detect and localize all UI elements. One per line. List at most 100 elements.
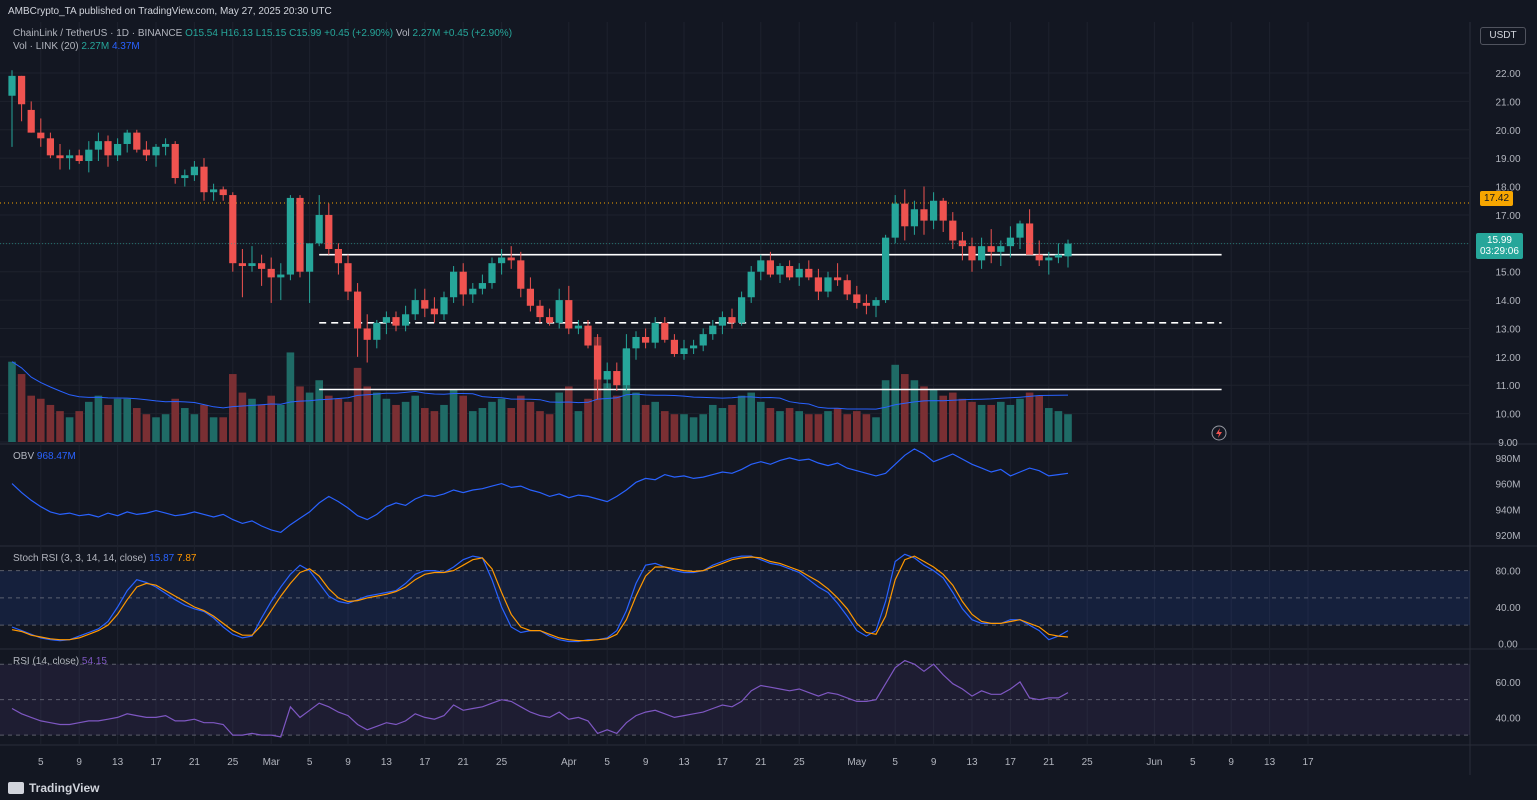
candle-body bbox=[862, 302, 870, 306]
candle-body bbox=[162, 143, 170, 147]
volume-bar bbox=[517, 395, 525, 442]
volume-bar bbox=[987, 404, 995, 442]
volume-bar bbox=[824, 411, 832, 442]
volume-bar bbox=[977, 404, 986, 442]
x-tick-label: 17 bbox=[1005, 757, 1017, 768]
volume-bar bbox=[920, 386, 928, 442]
x-tick-label: 9 bbox=[345, 757, 351, 768]
volume-bar bbox=[574, 411, 583, 442]
volume-bar bbox=[469, 411, 477, 442]
volume-bar bbox=[334, 398, 343, 442]
candle-body bbox=[238, 263, 246, 267]
volume-bar bbox=[133, 408, 141, 442]
volume-bar bbox=[8, 361, 16, 442]
tradingview-logo[interactable]: TradingView bbox=[8, 781, 99, 795]
candle-body bbox=[450, 271, 458, 298]
candle-body bbox=[373, 322, 381, 340]
volume-bar bbox=[603, 383, 611, 442]
candle-body bbox=[699, 334, 707, 346]
x-tick-label: 9 bbox=[1228, 757, 1234, 768]
candle-body bbox=[114, 143, 122, 156]
candle-body bbox=[123, 132, 131, 144]
stoch-legend: Stoch RSI (3, 3, 14, 14, close) 15.87 7.… bbox=[13, 553, 196, 564]
candle-body bbox=[651, 322, 659, 343]
volume-bar bbox=[507, 408, 515, 442]
last-price-value: 15.99 bbox=[1486, 235, 1512, 246]
candle-body bbox=[315, 214, 323, 244]
x-tick-label: 17 bbox=[1302, 757, 1314, 768]
candle-body bbox=[219, 189, 227, 196]
price-axis-label: 13.00 bbox=[1495, 324, 1520, 335]
volume-bar bbox=[171, 398, 179, 442]
stoch-axis-label: 0.00 bbox=[1498, 639, 1518, 650]
volume-bar bbox=[709, 404, 717, 442]
x-tick-label: 9 bbox=[643, 757, 649, 768]
chart-svg[interactable]: 5 9 13 17 21 25 Mar 5 9 13 17 21 25 Apr 5 9 13 17 21 25 May 5… bbox=[0, 22, 1537, 775]
volume-bar bbox=[113, 398, 122, 442]
candle-body bbox=[382, 317, 390, 323]
rsi-axis-label: 40.00 bbox=[1495, 713, 1520, 724]
vol-value: 2.27M +0.45 (+2.90%) bbox=[412, 28, 513, 39]
volume-bar bbox=[1054, 411, 1063, 442]
candle-body bbox=[622, 348, 630, 386]
lightning-icon bbox=[1211, 425, 1227, 441]
volume-bar bbox=[1006, 404, 1015, 442]
candle-body bbox=[776, 266, 784, 275]
candle-body bbox=[709, 325, 717, 335]
volume-bar bbox=[1064, 414, 1072, 442]
volume-bar bbox=[286, 352, 295, 442]
candle-body bbox=[142, 149, 150, 156]
candle-body bbox=[939, 200, 947, 221]
x-tick-label: 13 bbox=[678, 757, 690, 768]
vol-ma-value-2: 4.37M bbox=[111, 41, 140, 52]
volume-bar bbox=[814, 414, 823, 442]
volume-bar bbox=[325, 395, 333, 442]
volume-bar bbox=[661, 411, 669, 442]
volume-bar bbox=[958, 398, 967, 442]
candle-body bbox=[56, 155, 64, 159]
volume-bar bbox=[929, 389, 938, 442]
candle-body bbox=[805, 268, 813, 278]
volume-bar bbox=[997, 401, 1005, 442]
candle-body bbox=[363, 328, 371, 340]
candle-body bbox=[229, 195, 237, 264]
candle-body bbox=[267, 268, 275, 278]
candle-body bbox=[46, 138, 54, 156]
volume-bar bbox=[1016, 398, 1024, 442]
volume-bar bbox=[257, 404, 266, 442]
candle-body bbox=[478, 283, 486, 289]
volume-bar bbox=[229, 374, 237, 442]
candle-body bbox=[546, 317, 554, 323]
volume-bar bbox=[344, 401, 352, 442]
volume-bar bbox=[584, 398, 592, 442]
candle-body bbox=[642, 336, 650, 343]
x-tick-label: 17 bbox=[150, 757, 162, 768]
volume-bar bbox=[1035, 395, 1043, 442]
candle-body bbox=[248, 263, 256, 267]
candle-body bbox=[8, 75, 16, 96]
candle-body bbox=[901, 203, 909, 227]
candle-body bbox=[834, 277, 842, 281]
price-axis-label: 17.00 bbox=[1495, 211, 1520, 222]
candle-body bbox=[440, 297, 448, 315]
obv-line bbox=[11, 448, 1069, 534]
candle-body bbox=[430, 308, 438, 315]
x-tick-label: Jun bbox=[1146, 757, 1162, 768]
volume-bar bbox=[910, 380, 919, 442]
x-tick-label: 13 bbox=[1264, 757, 1276, 768]
candle-body bbox=[718, 317, 726, 326]
currency-button[interactable]: USDT bbox=[1480, 27, 1526, 45]
obv-value: 968.47M bbox=[36, 451, 76, 462]
candle-body bbox=[872, 300, 880, 306]
volume-bar bbox=[56, 411, 64, 442]
candle-body bbox=[190, 166, 198, 176]
volume-bar bbox=[853, 411, 861, 442]
obv-label: OBV bbox=[13, 451, 35, 462]
stoch-d-value: 7.87 bbox=[177, 553, 197, 564]
candle-body bbox=[795, 268, 803, 278]
candle-body bbox=[574, 325, 582, 329]
chart-area[interactable]: 5 9 13 17 21 25 Mar 5 9 13 17 21 25 Apr 5 9 13 17 21 25 May 5… bbox=[0, 22, 1537, 775]
candle-body bbox=[930, 200, 938, 221]
candle-body bbox=[286, 197, 294, 275]
candle-body bbox=[670, 339, 678, 355]
